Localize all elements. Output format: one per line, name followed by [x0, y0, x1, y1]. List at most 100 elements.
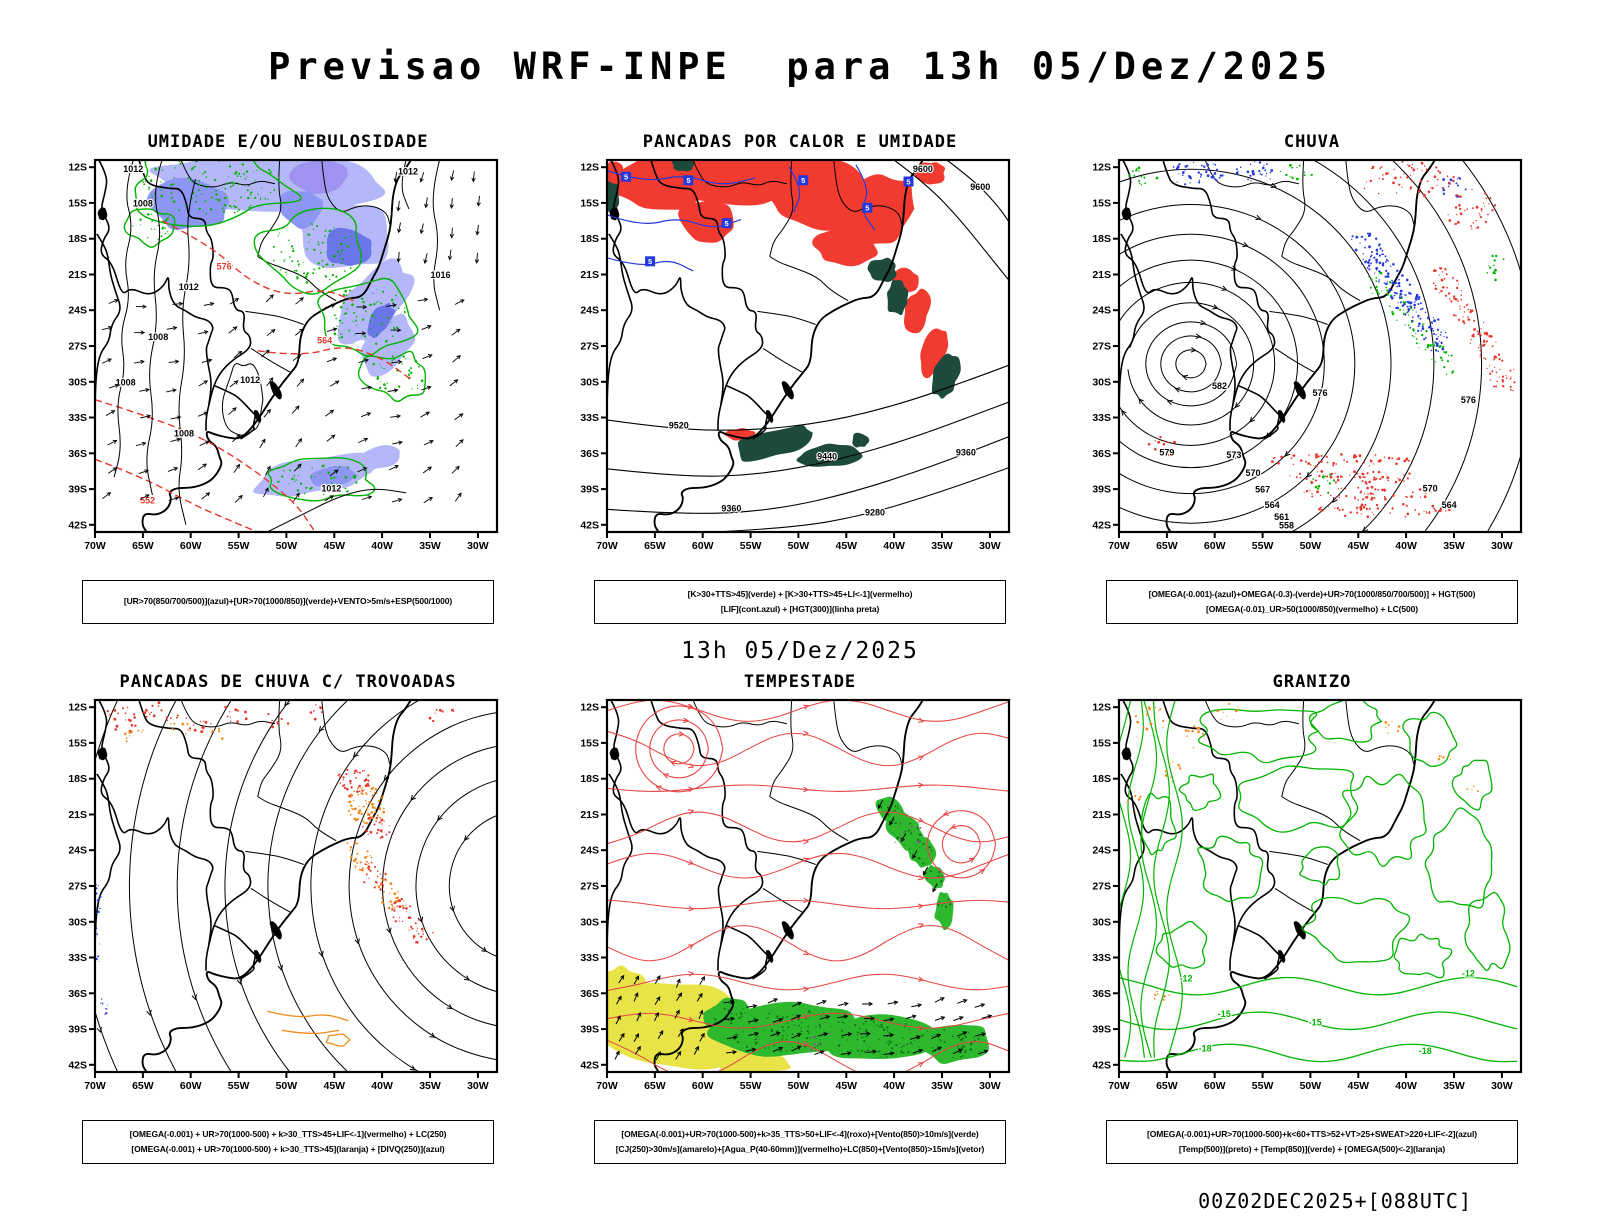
panel-tempestade: TEMPESTADE 12S 15S 18S 21S 24S 27S 30S 33S 36S 39…: [564, 672, 1036, 1164]
svg-text:1008: 1008: [148, 332, 168, 342]
legend-box-pancadas-calor: [K>30+TTS>45](verde) + [K>30+TTS>45+LI<-…: [594, 579, 1006, 624]
svg-text:-18: -18: [1419, 1046, 1432, 1056]
svg-text:50W: 50W: [788, 1080, 810, 1092]
svg-text:70W: 70W: [596, 1080, 618, 1092]
panel-grid: UMIDADE E/OU NEBULOSIDADE 576 564 552 1008 1…: [0, 132, 1600, 1164]
svg-text:36S: 36S: [1092, 448, 1111, 460]
svg-text:50W: 50W: [1300, 1080, 1322, 1092]
svg-text:9520: 9520: [669, 420, 689, 430]
run-timestamp: 00Z02DEC2025+[088UTC]: [1198, 1188, 1472, 1213]
svg-text:33S: 33S: [68, 412, 87, 424]
svg-text:582: 582: [1212, 381, 1227, 391]
svg-text:35W: 35W: [931, 540, 953, 552]
svg-text:30W: 30W: [467, 540, 489, 552]
svg-text:39S: 39S: [1092, 483, 1111, 495]
svg-text:1008: 1008: [174, 428, 194, 438]
svg-text:30W: 30W: [1491, 540, 1513, 552]
svg-text:33S: 33S: [1092, 412, 1111, 424]
svg-text:12S: 12S: [68, 161, 87, 173]
svg-text:40W: 40W: [883, 1080, 905, 1092]
svg-text:9280: 9280: [865, 507, 885, 517]
svg-text:27S: 27S: [580, 880, 599, 892]
svg-text:30S: 30S: [1092, 376, 1111, 388]
svg-text:30S: 30S: [68, 916, 87, 928]
svg-text:30W: 30W: [979, 540, 1001, 552]
legend-box-granizo: [OMEGA(-0.001)+UR>70(1000-500)+k<60+TTS>…: [1106, 1119, 1518, 1164]
legend-box-pancadas-trovoadas: [OMEGA(-0.001) + UR>70(1000-500) + k>30_…: [82, 1119, 494, 1164]
legend-line: [LIF](cont.azul) + [HGT(300)](linha pret…: [720, 603, 880, 614]
svg-text:5: 5: [725, 219, 729, 228]
legend-line: [K>30+TTS>45](verde) + [K>30+TTS>45+LI<-…: [687, 588, 913, 599]
panel-title-granizo: GRANIZO: [1272, 671, 1352, 692]
weather-map-umidade: 5765645521008100810081008101210121012101…: [68, 158, 499, 552]
svg-text:65W: 65W: [644, 540, 666, 552]
svg-text:39S: 39S: [580, 1023, 599, 1035]
panel-title-chuva: CHUVA: [1283, 131, 1341, 152]
legend-line: [OMEGA(-0.001)+UR>70(1000-500)+k>35_TTS>…: [621, 1128, 979, 1139]
svg-text:15S: 15S: [1092, 197, 1111, 209]
svg-text:-15: -15: [1309, 1017, 1322, 1027]
svg-text:45W: 45W: [324, 540, 346, 552]
svg-text:24S: 24S: [1092, 844, 1111, 856]
svg-text:30W: 30W: [467, 1080, 489, 1092]
svg-text:30W: 30W: [979, 1080, 1001, 1092]
svg-text:50W: 50W: [276, 540, 298, 552]
svg-text:65W: 65W: [1156, 540, 1178, 552]
svg-text:1008: 1008: [133, 198, 153, 208]
svg-text:33S: 33S: [68, 952, 87, 964]
legend-box-chuva: [OMEGA(-0.001)-(azul)+OMEGA(-0.3)-(verde…: [1106, 579, 1518, 624]
svg-text:42S: 42S: [68, 1059, 87, 1071]
svg-text:40W: 40W: [883, 540, 905, 552]
svg-text:70W: 70W: [84, 540, 106, 552]
svg-text:570: 570: [1423, 483, 1438, 493]
svg-text:5: 5: [906, 177, 910, 186]
svg-text:1012: 1012: [179, 282, 199, 292]
page-title: Previsao WRF-INPE para 13h 05/Dez/2025: [268, 44, 1332, 88]
svg-text:18S: 18S: [1092, 773, 1111, 785]
svg-text:576: 576: [1461, 395, 1476, 405]
legend-box-tempestade: [OMEGA(-0.001)+UR>70(1000-500)+k>35_TTS>…: [594, 1119, 1006, 1164]
svg-text:1012: 1012: [123, 164, 143, 174]
svg-text:36S: 36S: [68, 988, 87, 1000]
svg-text:9360: 9360: [956, 447, 976, 457]
svg-text:35W: 35W: [419, 1080, 441, 1092]
svg-text:36S: 36S: [1092, 988, 1111, 1000]
svg-text:35W: 35W: [419, 540, 441, 552]
page-header: Previsao WRF-INPE para 13h 05/Dez/2025: [0, 25, 1600, 88]
svg-text:21S: 21S: [1092, 809, 1111, 821]
svg-text:70W: 70W: [84, 1080, 106, 1092]
svg-text:564: 564: [317, 335, 332, 345]
svg-text:15S: 15S: [68, 737, 87, 749]
svg-text:45W: 45W: [836, 540, 858, 552]
svg-text:27S: 27S: [1092, 340, 1111, 352]
svg-text:-15: -15: [1218, 1009, 1231, 1019]
svg-text:18S: 18S: [580, 233, 599, 245]
svg-text:579: 579: [1159, 447, 1174, 457]
svg-text:70W: 70W: [1108, 540, 1130, 552]
svg-text:558: 558: [1279, 520, 1294, 530]
svg-text:60W: 60W: [692, 540, 714, 552]
svg-text:27S: 27S: [1092, 880, 1111, 892]
svg-text:1012: 1012: [240, 375, 260, 385]
svg-text:12S: 12S: [580, 701, 599, 713]
svg-text:36S: 36S: [580, 448, 599, 460]
svg-text:27S: 27S: [68, 340, 87, 352]
svg-text:55W: 55W: [740, 540, 762, 552]
svg-text:40W: 40W: [1395, 540, 1417, 552]
svg-text:1012: 1012: [321, 483, 341, 493]
svg-text:55W: 55W: [228, 540, 250, 552]
svg-text:33S: 33S: [1092, 952, 1111, 964]
svg-text:45W: 45W: [324, 1080, 346, 1092]
svg-text:567: 567: [1255, 484, 1270, 494]
svg-text:42S: 42S: [580, 519, 599, 531]
svg-text:12S: 12S: [68, 701, 87, 713]
svg-text:42S: 42S: [68, 519, 87, 531]
svg-text:30S: 30S: [1092, 916, 1111, 928]
weather-map-pancadas-trovoadas: 12S 15S 18S 21S 24S 27S 30S 33S 36S 39S 42S 70W 65W 6…: [68, 698, 499, 1092]
weather-map-pancadas-calor: 5 555555960096009520944093609360928012S15…: [580, 158, 1011, 552]
svg-text:35W: 35W: [1443, 1080, 1465, 1092]
svg-text:576: 576: [217, 261, 232, 271]
panel-title-pancadas-calor: PANCADAS POR CALOR E UMIDADE: [642, 131, 958, 152]
panel-chuva: CHUVA 582 579 576 576 573 570 570 567 564 564 561 5…: [1076, 132, 1548, 624]
